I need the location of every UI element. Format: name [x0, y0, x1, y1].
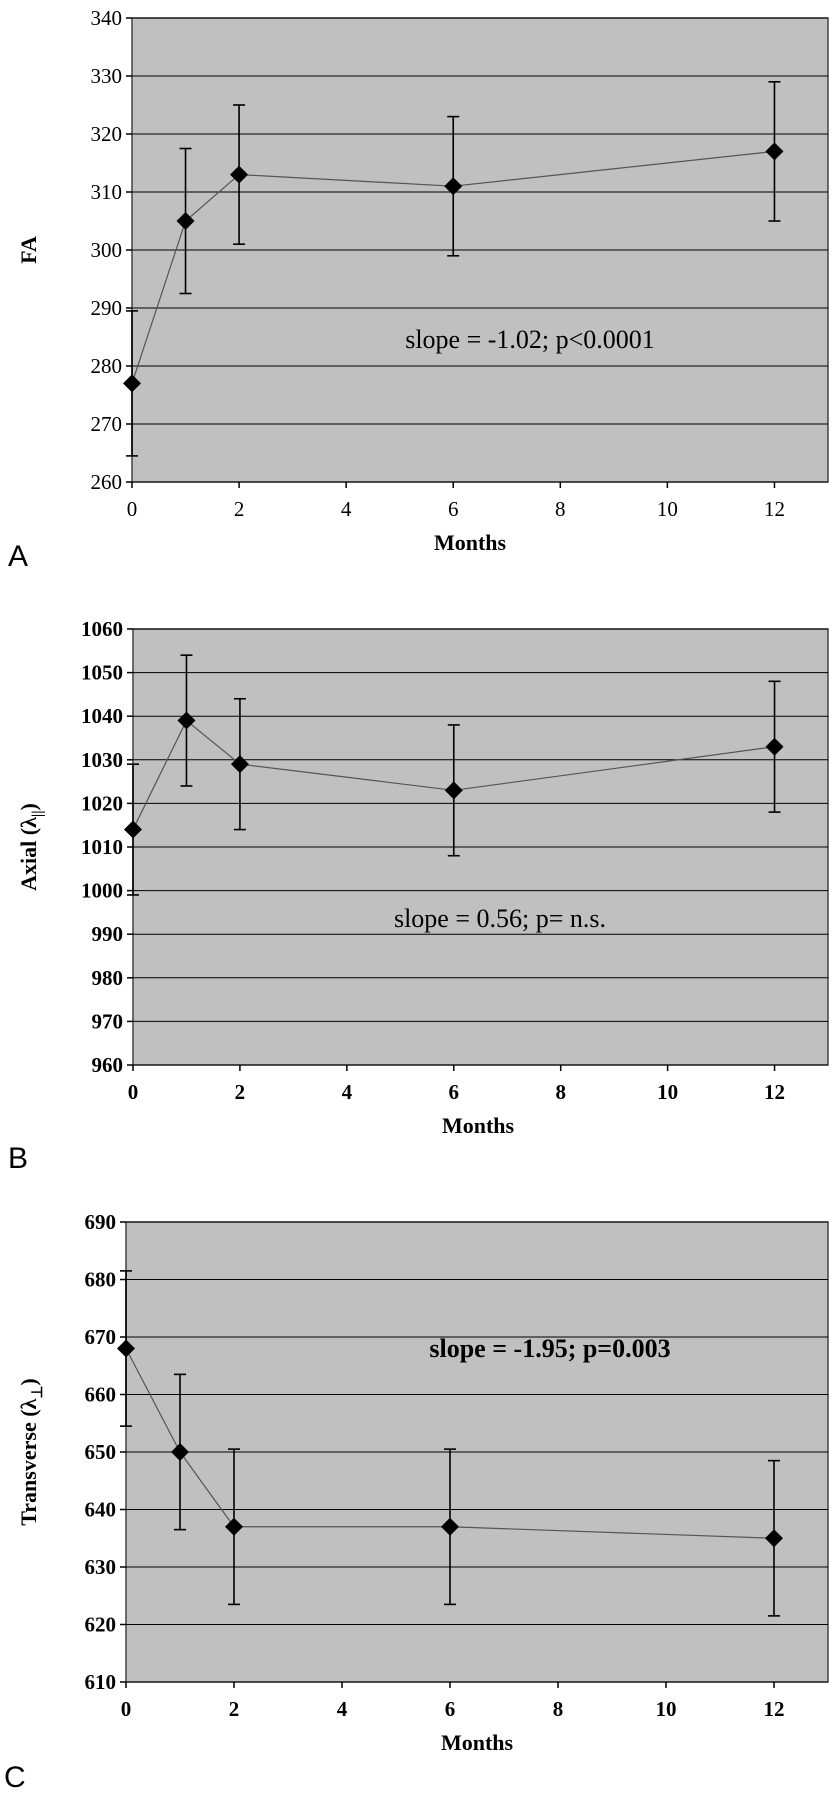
x-tick-label: 8 — [553, 1697, 564, 1721]
data-point — [441, 1517, 459, 1536]
y-tick-label: 300 — [91, 238, 123, 262]
x-tick-label: 0 — [127, 497, 138, 521]
y-tick-label: 670 — [85, 1325, 117, 1349]
panel-letter: B — [8, 1142, 28, 1175]
data-point — [176, 212, 195, 230]
data-point — [225, 1517, 243, 1536]
y-tick-label: 980 — [92, 966, 124, 990]
y-tick-label: 1000 — [81, 879, 123, 903]
y-tick-label: 340 — [91, 6, 123, 30]
data-point — [124, 820, 142, 839]
y-tick-label: 960 — [92, 1053, 124, 1077]
y-tick-label: 610 — [85, 1670, 117, 1694]
y-tick-label: 280 — [91, 354, 123, 378]
x-tick-label: 0 — [121, 1697, 132, 1721]
y-tick-label: 630 — [85, 1555, 117, 1579]
data-point — [117, 1339, 135, 1358]
x-tick-label: 10 — [657, 497, 678, 521]
slope-annotation: slope = -1.95; p=0.003 — [429, 1334, 670, 1363]
y-tick-label: 660 — [85, 1383, 117, 1407]
slope-annotation: slope = -1.02; p<0.0001 — [405, 325, 655, 354]
x-tick-label: 12 — [764, 497, 785, 521]
y-axis-title: Axial (λ||) — [16, 803, 46, 891]
y-tick-label: 620 — [85, 1613, 117, 1637]
x-tick-label: 8 — [555, 497, 566, 521]
x-tick-label: 0 — [128, 1080, 139, 1104]
chart-panel-c: 610 620 630 640 650 660 670 680 690 0 2 4 6 8 10 12 Mont… — [4, 1210, 829, 1794]
panel-letter: C — [4, 1761, 26, 1794]
x-tick-label: 2 — [235, 1080, 246, 1104]
chart-panel-a: 260 270 280 290 300 310 320 330 340 0 2 4 6 8 10 12 Mont… — [8, 6, 829, 573]
data-point — [177, 711, 196, 730]
x-tick-label: 4 — [337, 1697, 348, 1721]
data-point — [230, 755, 249, 774]
data-point — [230, 165, 249, 184]
x-tick-label: 12 — [764, 1080, 785, 1104]
x-tick-label: 6 — [445, 1697, 456, 1721]
x-tick-label: 4 — [341, 497, 352, 521]
x-tick-label: 4 — [342, 1080, 353, 1104]
x-axis-title: Months — [442, 1113, 515, 1138]
y-tick-label: 1060 — [81, 617, 123, 641]
y-tick-label: 320 — [91, 122, 123, 146]
slope-annotation: slope = 0.56; p= n.s. — [394, 904, 606, 933]
y-tick-label: 640 — [85, 1498, 117, 1522]
y-tick-label: 970 — [92, 1009, 124, 1033]
y-tick-label: 690 — [85, 1210, 117, 1234]
y-tick-label: 310 — [91, 180, 123, 204]
x-tick-label: 10 — [657, 1080, 678, 1104]
y-tick-label: 270 — [91, 412, 123, 436]
y-tick-label: 1040 — [81, 704, 123, 728]
data-point — [444, 177, 463, 196]
y-tick-label: 1010 — [81, 835, 123, 859]
x-axis-title: Months — [434, 530, 507, 555]
y-tick-label: 650 — [85, 1440, 117, 1464]
y-axis-title: FA — [16, 236, 41, 264]
chart-panel-b: 9609709809901000101010201030104010501060… — [8, 617, 829, 1175]
y-tick-label: 680 — [85, 1268, 117, 1292]
y-tick-label: 1030 — [81, 748, 123, 772]
x-tick-label: 10 — [656, 1697, 677, 1721]
y-tick-label: 1050 — [81, 661, 123, 685]
x-tick-label: 12 — [764, 1697, 785, 1721]
panel-letter: A — [8, 540, 28, 573]
data-point — [765, 1529, 783, 1548]
y-axis-title: Transverse (λ⊥) — [16, 1378, 46, 1526]
x-tick-label: 6 — [449, 1080, 460, 1104]
data-point — [765, 142, 784, 161]
y-tick-label: 1020 — [81, 791, 123, 815]
data-point — [444, 781, 463, 800]
y-tick-label: 260 — [91, 470, 123, 494]
data-point — [123, 374, 141, 393]
x-tick-label: 8 — [555, 1080, 566, 1104]
x-tick-label: 2 — [229, 1697, 240, 1721]
x-tick-label: 2 — [234, 497, 245, 521]
y-tick-label: 330 — [91, 64, 123, 88]
data-point — [765, 737, 784, 756]
x-axis-title: Months — [441, 1730, 514, 1755]
data-point — [171, 1443, 189, 1461]
y-tick-label: 990 — [92, 922, 124, 946]
x-tick-label: 6 — [448, 497, 459, 521]
y-tick-label: 290 — [91, 296, 123, 320]
